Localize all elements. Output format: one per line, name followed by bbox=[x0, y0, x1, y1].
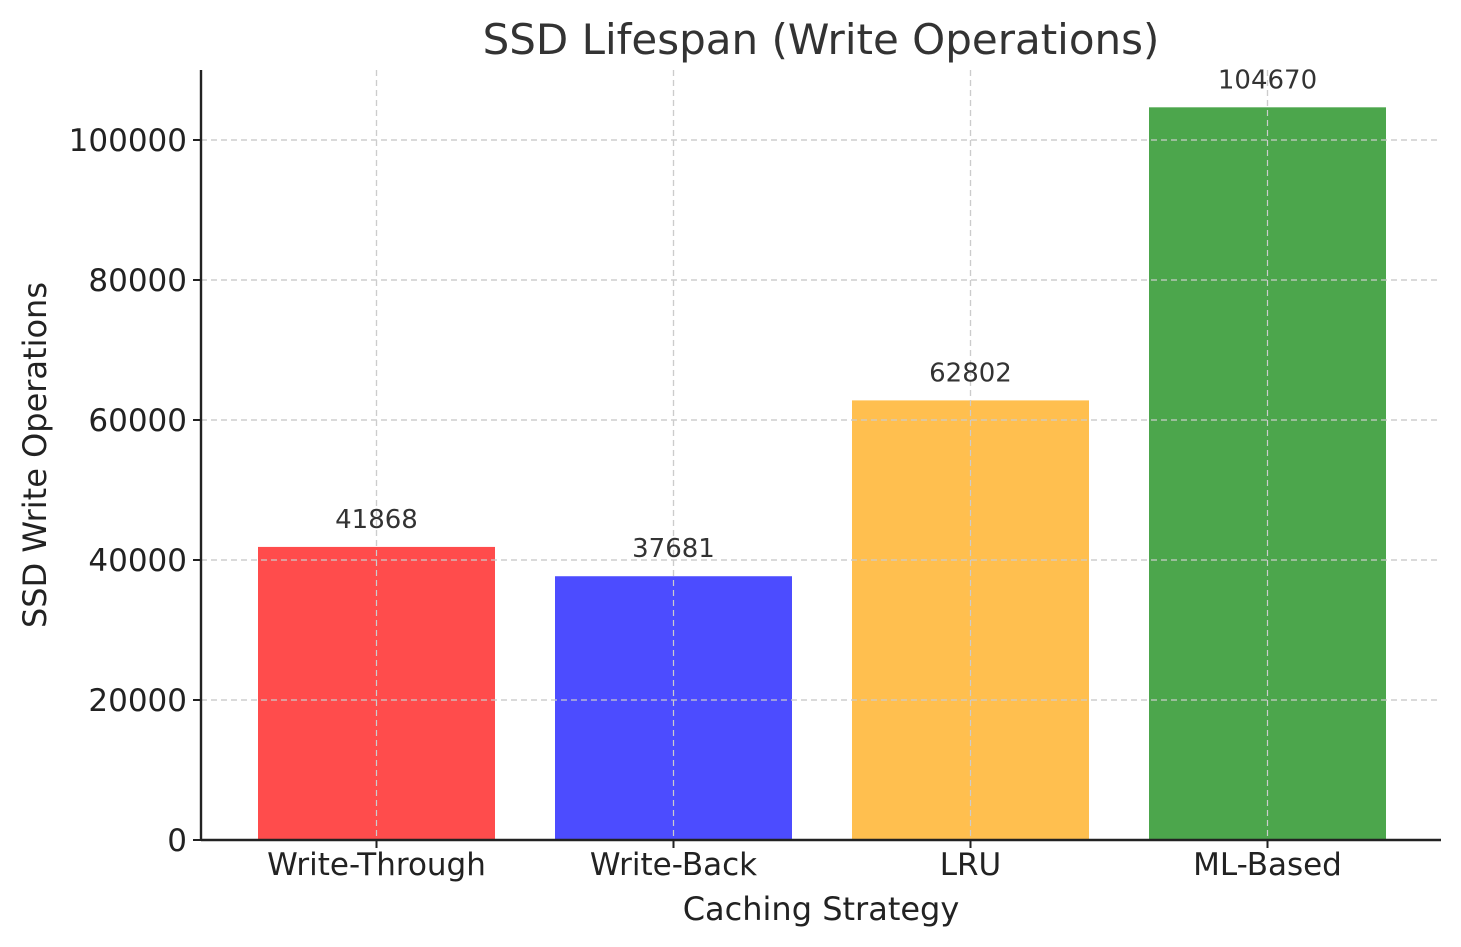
y-tick-label: 40000 bbox=[88, 543, 187, 579]
x-tick-label: LRU bbox=[940, 847, 1002, 883]
x-axis-label: Caching Strategy bbox=[683, 890, 960, 928]
bar-value-label: 62802 bbox=[929, 358, 1012, 388]
y-tick-label: 20000 bbox=[88, 683, 187, 719]
y-tick-label: 100000 bbox=[69, 123, 187, 159]
bar-value-label: 37681 bbox=[632, 534, 715, 564]
x-tick-label: ML-Based bbox=[1193, 847, 1342, 883]
x-tick-label: Write-Through bbox=[267, 847, 486, 883]
y-tick-label: 80000 bbox=[88, 263, 187, 299]
axes bbox=[199, 70, 1441, 842]
y-tick-label: 60000 bbox=[88, 403, 187, 439]
chart-title: SSD Lifespan (Write Operations) bbox=[483, 15, 1160, 64]
y-axis-label: SSD Write Operations bbox=[16, 282, 54, 628]
bar-value-label: 104670 bbox=[1218, 65, 1317, 95]
x-tick-label: Write-Back bbox=[590, 847, 757, 883]
ticks: 0 20000 40000 60000 80000 100000 Write-Through… bbox=[69, 123, 1342, 883]
y-tick-label: 0 bbox=[167, 823, 187, 859]
bar-value-label: 41868 bbox=[335, 505, 418, 535]
data-labels: 41868 37681 62802 104670 bbox=[335, 65, 1317, 564]
bars bbox=[201, 70, 1441, 840]
